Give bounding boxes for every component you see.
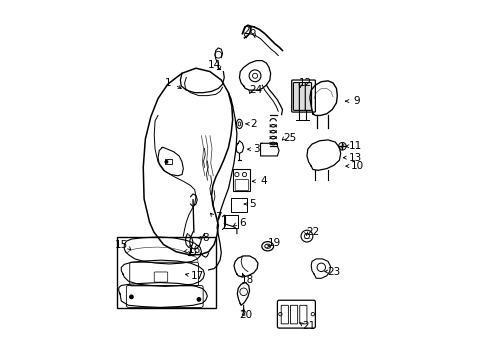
Text: 7: 7: [215, 212, 221, 222]
Text: 11: 11: [347, 141, 361, 151]
Text: 8: 8: [202, 233, 208, 243]
Text: 13: 13: [347, 153, 361, 163]
Text: 1: 1: [164, 78, 171, 88]
Text: 9: 9: [352, 96, 359, 106]
Circle shape: [129, 295, 133, 298]
Text: 26: 26: [243, 26, 256, 36]
Text: 23: 23: [326, 266, 340, 276]
Text: 12: 12: [299, 78, 312, 88]
Text: 16: 16: [188, 246, 201, 256]
FancyBboxPatch shape: [305, 82, 311, 111]
Text: 19: 19: [268, 238, 281, 248]
Text: 18: 18: [241, 275, 254, 285]
Text: 17: 17: [190, 271, 203, 281]
Text: 21: 21: [302, 321, 315, 332]
Text: 14: 14: [207, 60, 220, 70]
Text: 6: 6: [239, 219, 245, 229]
Text: 24: 24: [249, 85, 263, 95]
Circle shape: [165, 161, 167, 163]
Text: 22: 22: [305, 227, 319, 237]
Text: 10: 10: [350, 161, 364, 171]
Text: 15: 15: [115, 239, 128, 249]
Text: 4: 4: [260, 176, 266, 186]
Text: 20: 20: [238, 310, 251, 320]
Circle shape: [197, 298, 200, 301]
Text: 2: 2: [250, 119, 257, 129]
FancyBboxPatch shape: [293, 82, 299, 111]
Text: 25: 25: [283, 133, 296, 143]
Text: 3: 3: [252, 144, 259, 154]
FancyBboxPatch shape: [299, 82, 305, 111]
Text: 5: 5: [248, 199, 255, 209]
